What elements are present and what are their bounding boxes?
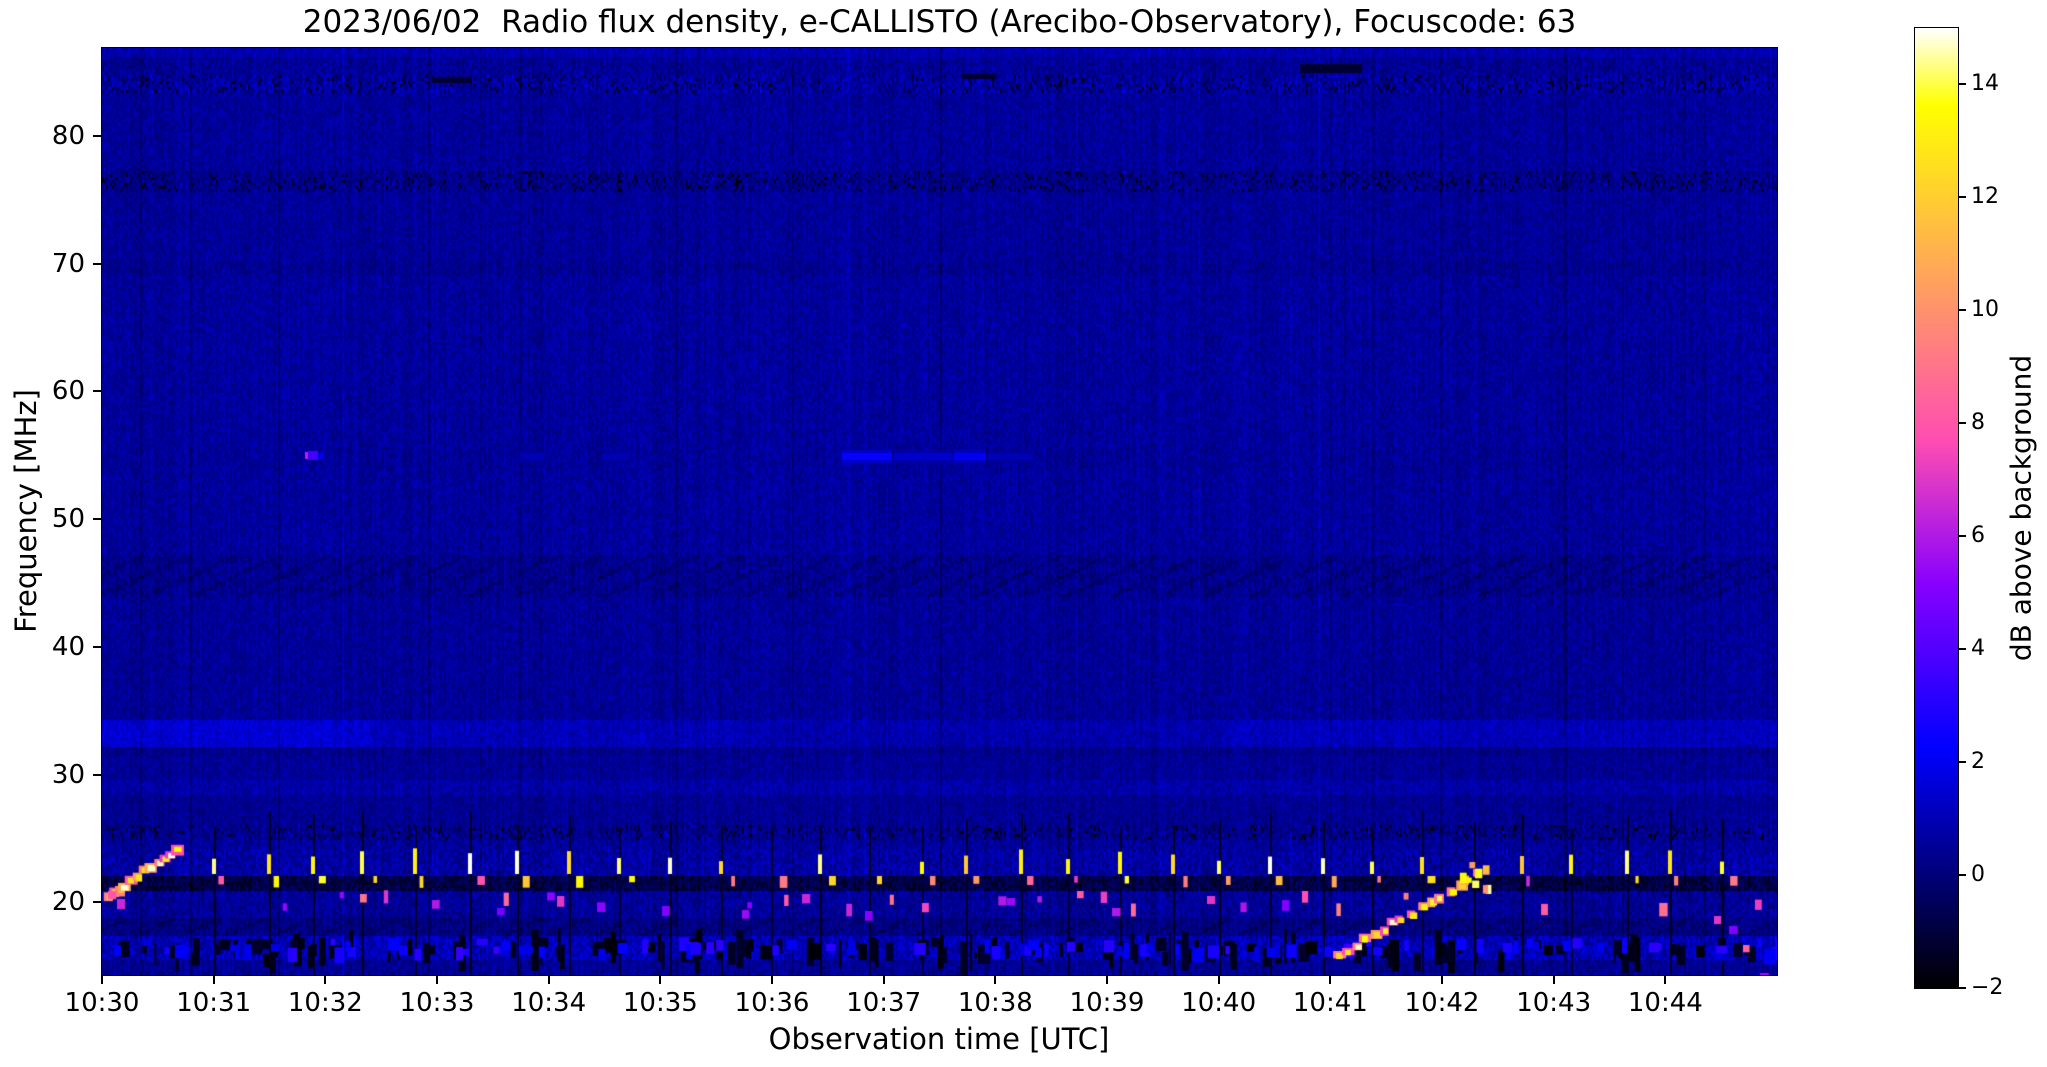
colorbar-tick-mark (1958, 309, 1966, 312)
x-tick-label: 10:44 (1627, 988, 1703, 1018)
y-tick-mark (93, 901, 102, 904)
y-tick-mark (93, 773, 102, 776)
colorbar-tick-mark (1958, 648, 1966, 651)
x-axis-label: Observation time [UTC] (768, 1022, 1110, 1056)
y-tick-label: 70 (51, 248, 85, 279)
colorbar-tick-mark (1958, 874, 1966, 877)
x-tick-label: 10:37 (846, 988, 922, 1018)
x-tick-mark (1217, 975, 1220, 984)
y-tick-mark (93, 262, 102, 265)
y-tick-label: 30 (51, 759, 85, 790)
x-tick-mark (994, 975, 997, 984)
x-tick-label: 10:33 (399, 988, 475, 1018)
x-tick-mark (1441, 975, 1443, 984)
x-tick-mark (212, 975, 215, 984)
x-tick-label: 10:32 (287, 988, 363, 1018)
x-tick-label: 10:30 (64, 988, 140, 1018)
x-tick-mark (436, 975, 438, 984)
y-tick-mark (93, 390, 102, 393)
colorbar-tick-label: −2 (1971, 975, 2004, 1000)
colorbar-tick-mark (1958, 196, 1966, 199)
x-tick-mark (659, 975, 662, 984)
colorbar-tick-label: 8 (1971, 410, 1985, 436)
x-tick-label: 10:34 (511, 988, 587, 1018)
chart-title: 2023/06/02 Radio flux density, e-CALLIST… (302, 4, 1577, 40)
y-tick-mark (93, 645, 102, 648)
colorbar-tick-label: 12 (1971, 184, 1999, 210)
colorbar-tick-mark (1958, 422, 1966, 425)
colorbar-tick-label: 10 (1971, 297, 1999, 323)
x-tick-mark (771, 975, 773, 984)
x-tick-label: 10:41 (1292, 988, 1368, 1018)
spectrogram-heatmap (101, 47, 1778, 976)
y-tick-label: 40 (51, 631, 85, 662)
colorbar-tick-label: 4 (1971, 636, 1985, 662)
y-tick-label: 60 (51, 376, 85, 407)
y-tick-mark (93, 135, 102, 138)
colorbar-tick-label: 14 (1971, 71, 1999, 97)
x-tick-mark (101, 975, 103, 984)
x-tick-label: 10:39 (1069, 988, 1145, 1018)
colorbar-tick-label: 0 (1971, 862, 1985, 888)
x-tick-mark (547, 975, 550, 984)
x-tick-mark (1664, 975, 1667, 984)
x-tick-label: 10:40 (1181, 988, 1257, 1018)
colorbar-tick-mark (1958, 535, 1966, 538)
x-tick-label: 10:36 (734, 988, 810, 1018)
colorbar-tick-label: 2 (1971, 749, 1985, 775)
x-tick-label: 10:43 (1516, 988, 1592, 1018)
y-tick-mark (93, 518, 102, 521)
x-tick-mark (1329, 975, 1332, 984)
x-tick-label: 10:38 (957, 988, 1033, 1018)
colorbar-gradient (1914, 27, 1959, 989)
x-tick-label: 10:42 (1404, 988, 1480, 1018)
colorbar-tick-mark (1958, 83, 1966, 86)
colorbar-tick-mark (1958, 987, 1966, 989)
colorbar-tick-mark (1958, 761, 1966, 764)
x-tick-mark (1552, 975, 1555, 984)
x-tick-mark (1106, 975, 1108, 984)
y-tick-label: 50 (51, 504, 85, 535)
x-tick-label: 10:31 (176, 988, 252, 1018)
x-tick-mark (882, 975, 885, 984)
x-tick-label: 10:35 (622, 988, 698, 1018)
y-tick-label: 80 (51, 121, 85, 152)
y-tick-label: 20 (51, 887, 85, 918)
x-tick-mark (324, 975, 327, 984)
colorbar-tick-label: 6 (1971, 523, 1985, 549)
